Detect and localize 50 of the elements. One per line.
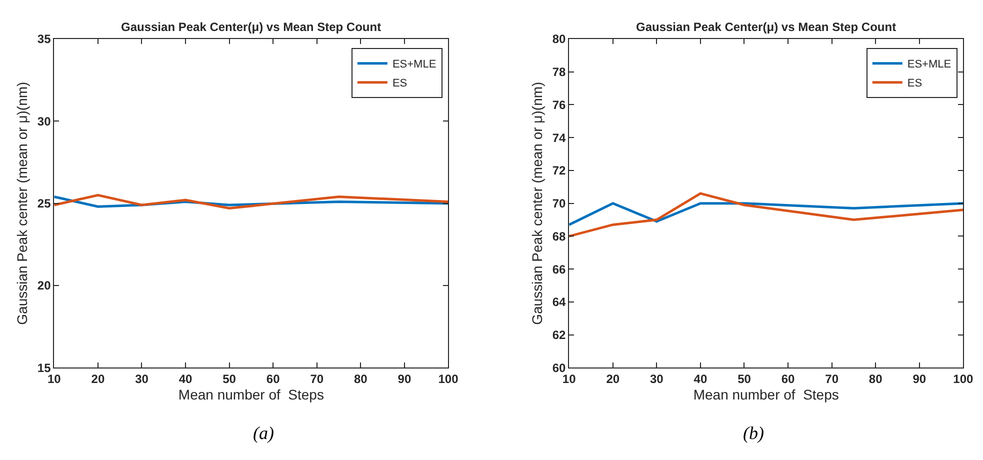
line-series xyxy=(569,192,964,238)
x-tick-label: 70 xyxy=(825,372,839,386)
x-axis-title: Mean number of Steps xyxy=(178,386,324,402)
x-tick-label: 40 xyxy=(178,372,193,386)
legend-label: ES+MLE xyxy=(392,58,436,71)
chart-title: Gaussian Peak Center(μ) vs Mean Step Count xyxy=(636,20,896,34)
y-axis-title: Gaussian Peak center (mean or μ)(nm) xyxy=(14,82,30,325)
x-tick-label: 50 xyxy=(738,372,752,386)
y-tick-label: 78 xyxy=(552,65,566,80)
x-tick-label: 20 xyxy=(606,372,620,386)
y-tick-label: 62 xyxy=(552,328,566,342)
y-tick-label: 68 xyxy=(552,229,566,244)
y-tick-label: 60 xyxy=(552,360,566,375)
line-series xyxy=(569,202,964,226)
legend-label: ES+MLE xyxy=(907,58,952,71)
y-tick-label: 80 xyxy=(552,32,566,46)
x-tick-label: 10 xyxy=(562,372,576,386)
x-tick-label: 80 xyxy=(868,372,883,386)
text: (a) xyxy=(253,423,274,443)
x-tick-label: 100 xyxy=(953,372,974,386)
x-tick-label: 60 xyxy=(266,372,280,386)
x-tick-label: 90 xyxy=(398,372,412,386)
y-tick-label: 25 xyxy=(37,196,52,211)
x-axis-title: Mean number of Steps xyxy=(693,386,839,402)
text: (b) xyxy=(743,423,764,443)
x-tick-label: 50 xyxy=(222,372,236,386)
y-axis-title: Gaussian Peak center (mean or μ)(nm) xyxy=(528,82,545,325)
x-tick-label: 100 xyxy=(438,372,459,386)
x-tick-label: 80 xyxy=(354,372,368,386)
y-tick-label: 35 xyxy=(37,32,52,46)
x-tick-label: 10 xyxy=(47,372,62,386)
y-tick-label: 72 xyxy=(552,164,566,178)
x-tick-label: 20 xyxy=(91,372,105,386)
x-tick-label: 30 xyxy=(650,372,664,386)
x-tick-label: 60 xyxy=(781,372,796,386)
x-tick-label: 30 xyxy=(135,372,149,386)
y-tick-label: 66 xyxy=(552,262,566,276)
x-tick-label: 40 xyxy=(694,372,708,386)
x-tick-label: 90 xyxy=(912,372,926,386)
y-tick-label: 64 xyxy=(552,295,566,310)
y-tick-label: 74 xyxy=(552,130,566,145)
legend-label: ES xyxy=(907,78,922,90)
y-tick-label: 15 xyxy=(37,360,52,375)
y-tick-label: 30 xyxy=(37,114,52,128)
y-tick-label: 70 xyxy=(552,196,566,211)
y-tick-label: 20 xyxy=(37,278,52,293)
chart-title: Gaussian Peak Center(μ) vs Mean Step Count xyxy=(121,20,382,34)
x-tick-label: 70 xyxy=(310,372,324,386)
y-tick-label: 76 xyxy=(552,98,566,112)
legend-label: ES xyxy=(392,78,408,90)
